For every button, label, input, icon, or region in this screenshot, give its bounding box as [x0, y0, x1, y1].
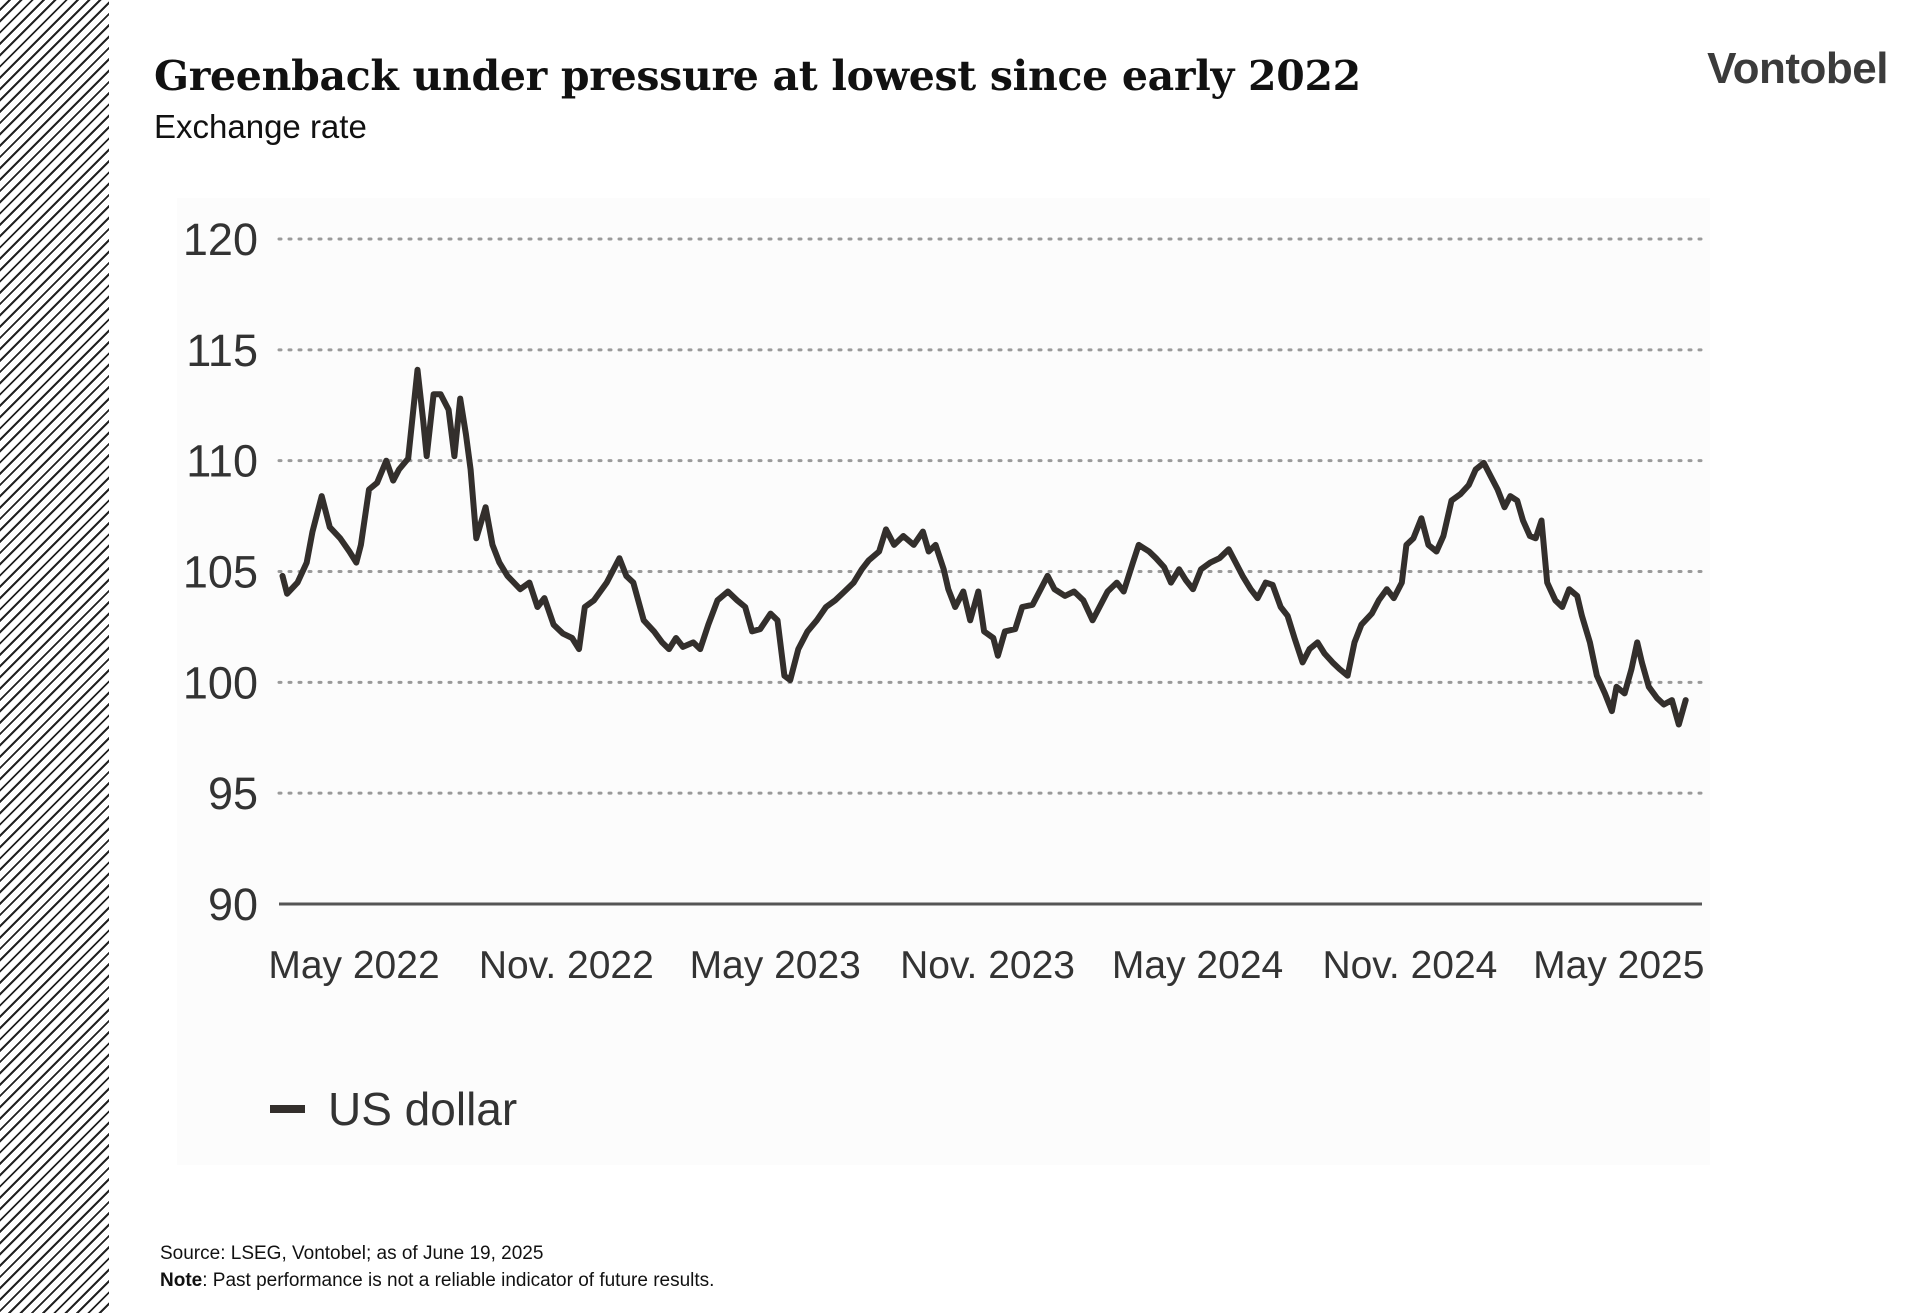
x-tick-label: Nov. 2024	[1322, 944, 1497, 987]
note-label: Note	[160, 1270, 203, 1291]
y-tick-label: 105	[183, 547, 258, 598]
x-tick-label: May 2024	[1112, 944, 1283, 987]
note-text: Note: Past performance is not a reliable…	[160, 1267, 714, 1294]
chart-subtitle: Exchange rate	[154, 108, 367, 145]
hatch-decoration	[0, 0, 109, 1313]
note-body: : Past performance is not a reliable ind…	[202, 1270, 715, 1291]
gridlines	[277, 237, 1707, 906]
legend: US dollar	[270, 1083, 517, 1135]
x-tick-label: May 2025	[1533, 944, 1704, 987]
x-tick-label: Nov. 2023	[900, 944, 1075, 987]
y-tick-label: 110	[186, 436, 258, 487]
footer: Source: LSEG, Vontobel; as of June 19, 2…	[160, 1240, 714, 1294]
y-tick-label: 115	[186, 325, 258, 376]
x-tick-label: May 2022	[268, 944, 439, 987]
chart-title: Greenback under pressure at lowest since…	[154, 52, 1361, 100]
x-tick-label: May 2023	[690, 944, 861, 987]
y-tick-label: 95	[208, 768, 258, 819]
x-tick-label: Nov. 2022	[479, 944, 654, 987]
series-line-us-dollar	[279, 366, 1689, 728]
source-text: Source: LSEG, Vontobel; as of June 19, 2…	[160, 1243, 544, 1264]
series-layer	[279, 366, 1689, 728]
y-tick-label: 100	[183, 657, 258, 708]
vontobel-logo: Vontobel	[1707, 44, 1888, 93]
legend-label: US dollar	[328, 1083, 517, 1135]
y-axis-ticks: 90 95 100 105 110 115 120	[183, 214, 258, 930]
chart-background	[177, 198, 1710, 1165]
y-tick-label: 120	[183, 214, 258, 265]
y-tick-label: 90	[208, 879, 258, 930]
x-axis-ticks: May 2022 Nov. 2022 May 2023 Nov. 2023 May 20…	[268, 944, 1704, 987]
